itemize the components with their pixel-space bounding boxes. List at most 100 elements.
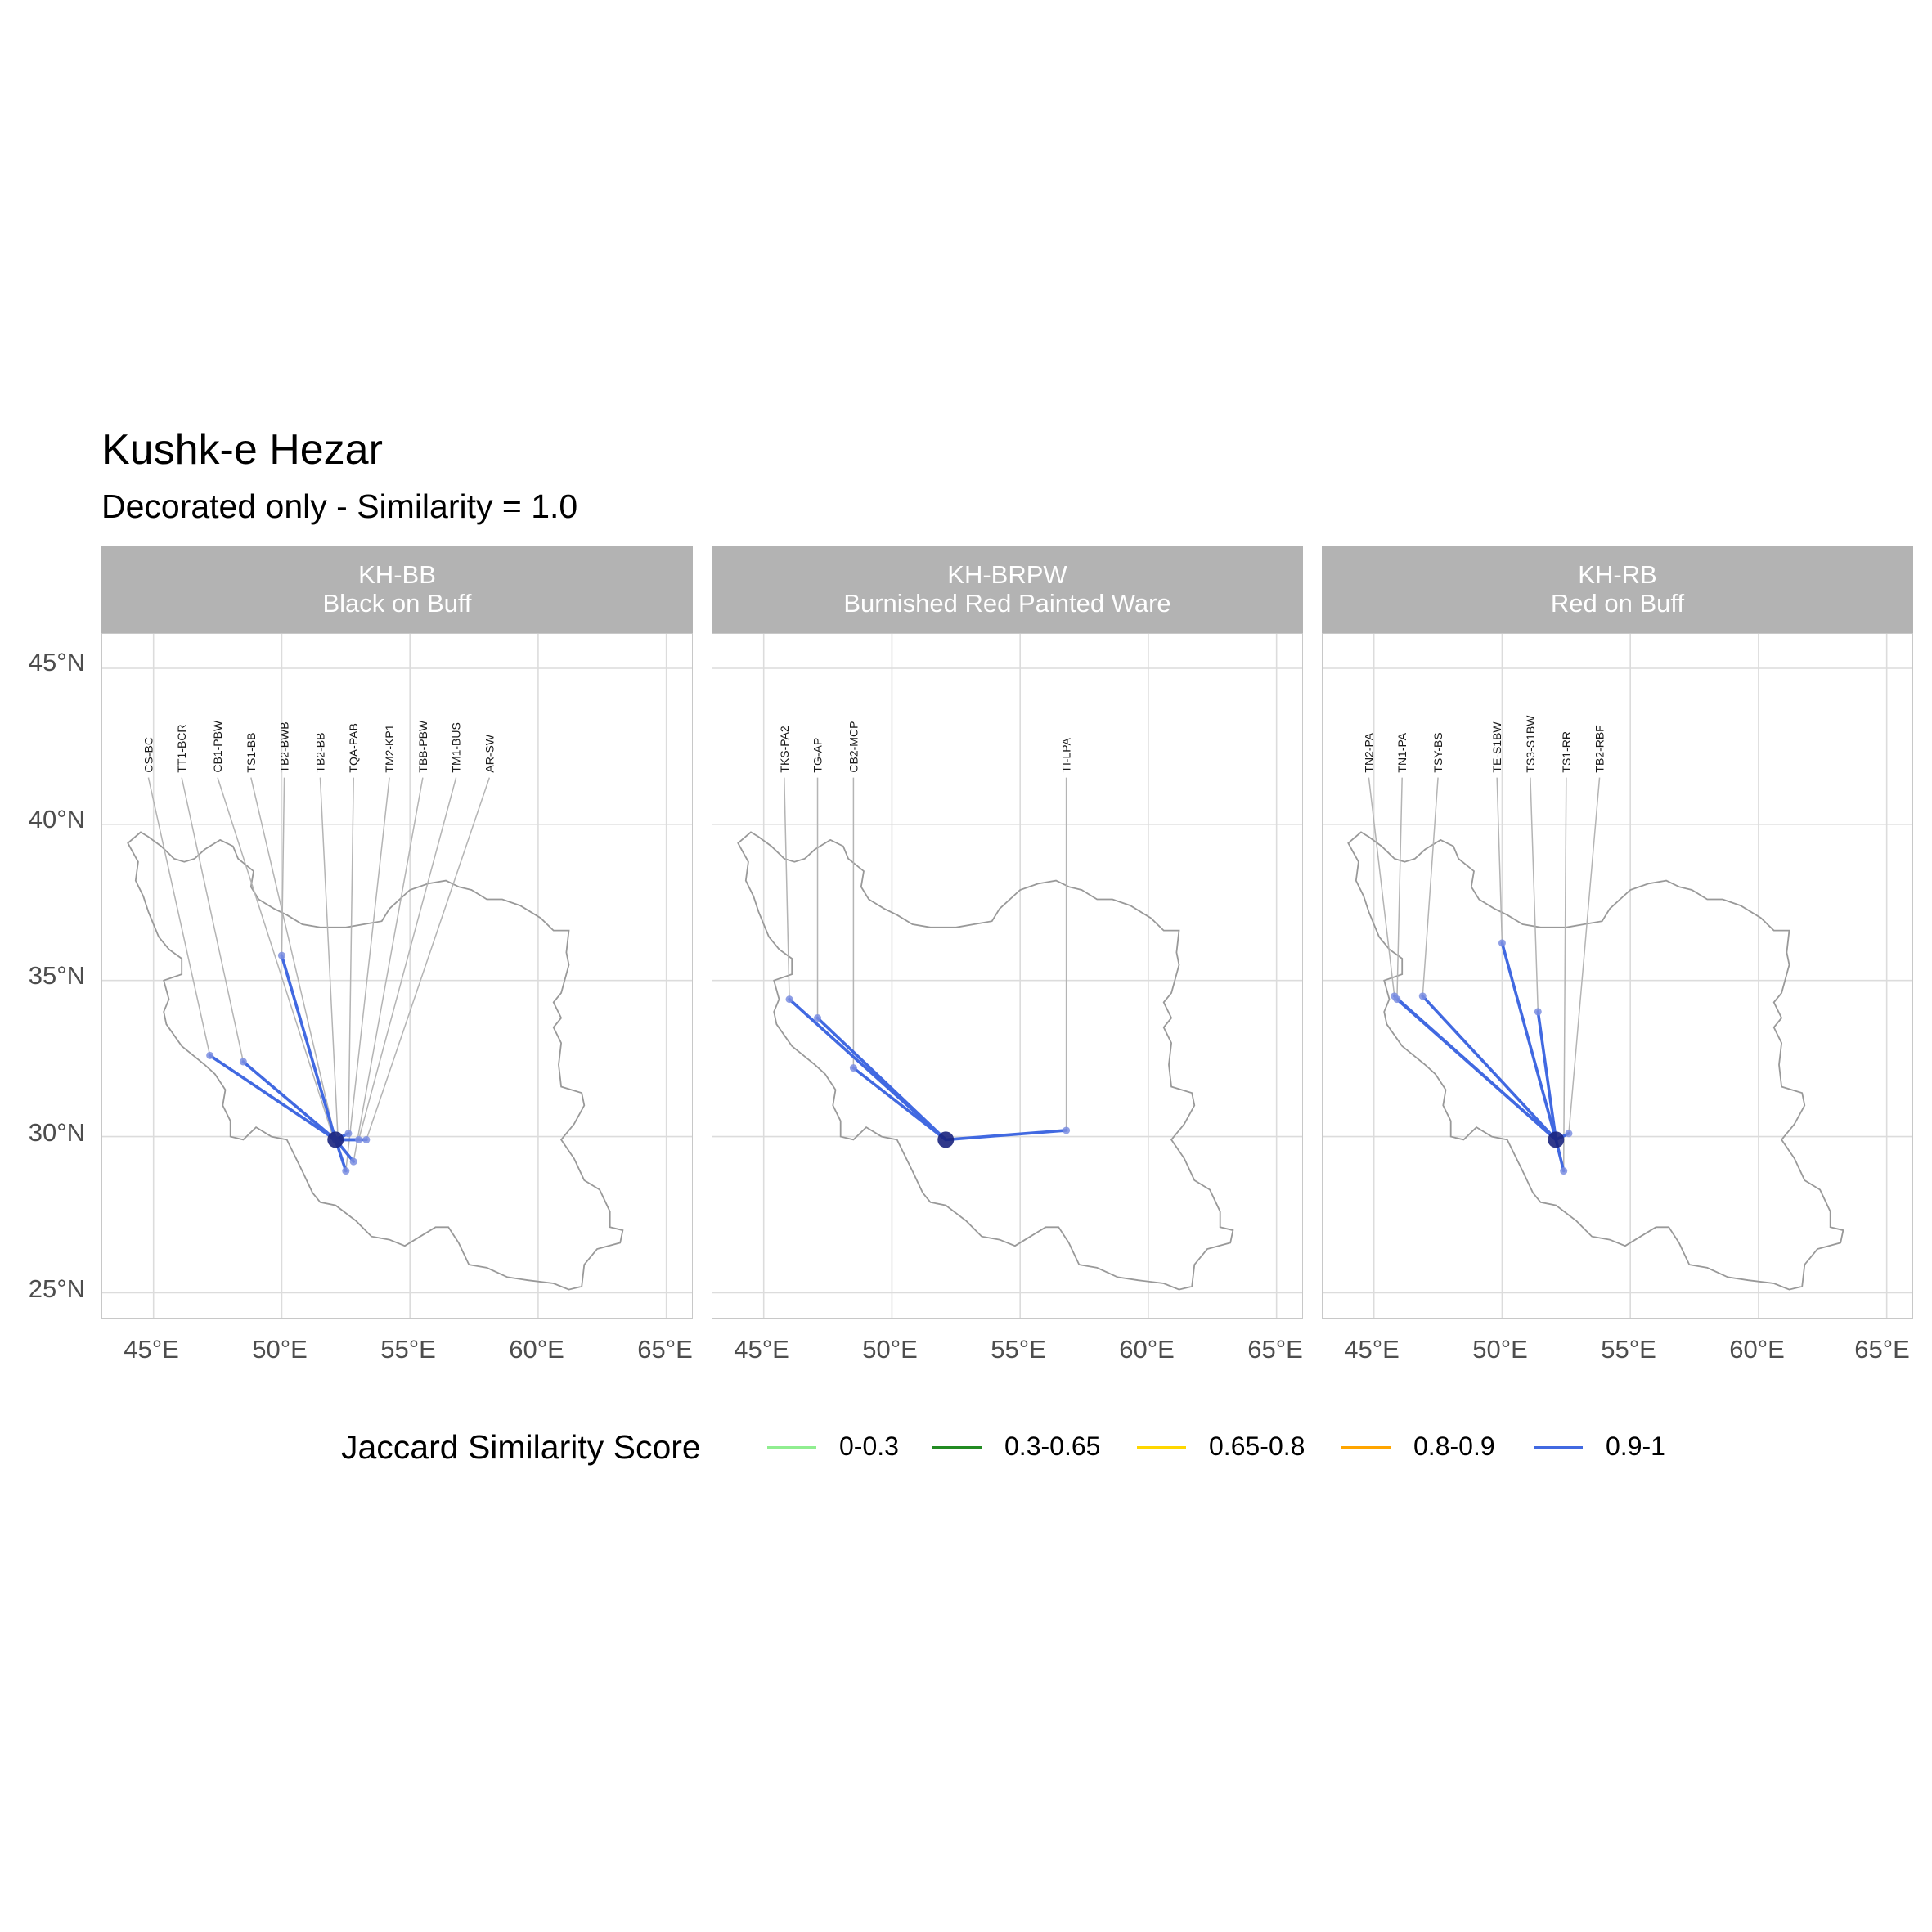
site-label: TS1-RR (1560, 731, 1573, 773)
site-point (349, 1157, 357, 1166)
site-point (1418, 992, 1427, 1000)
site-point (1565, 1130, 1573, 1138)
site-point (1534, 1008, 1542, 1016)
map-svg: TKS-PA2 TG-AP CB2-MCP TI-LPA (712, 634, 1302, 1318)
legend-label: 0.9-1 (1606, 1431, 1665, 1461)
similarity-line (280, 954, 338, 1142)
x-tick-label: 45°E (124, 1335, 179, 1364)
legend-key (1341, 1446, 1391, 1449)
gridlines (1323, 634, 1912, 1318)
similarity-line (1500, 941, 1558, 1142)
page-title: Kushk-e Hezar (101, 426, 383, 474)
site-label: CB2-MCP (847, 721, 860, 773)
site-label: TE-S1BW (1490, 721, 1503, 773)
site-point (354, 1135, 362, 1143)
country-outline (737, 831, 1234, 1291)
map-plot-area: TN2-PA TN1-PA TSY-BS TE-S1BW TS3-S1BW TS1-RR T… (1322, 633, 1913, 1319)
site-point (849, 1064, 857, 1072)
site-point (814, 1014, 822, 1022)
label-leader-line (784, 777, 790, 1000)
site-label: TB2-BWB (278, 721, 291, 772)
label-leader-line (366, 777, 491, 1140)
site-label: TN2-PA (1362, 732, 1375, 772)
similarity-line (241, 1060, 338, 1142)
label-leader-line (319, 777, 339, 1143)
site-label: TSY-BS (1431, 732, 1445, 772)
x-tick-label: 65°E (1854, 1335, 1910, 1364)
facet-strip: KH-RB Red on Buff (1322, 546, 1913, 633)
legend: Jaccard Similarity Score 0-0.3 0.3-0.65 … (0, 1423, 1932, 1472)
site-label: TBB-PBW (416, 720, 429, 773)
label-leader-line (348, 777, 354, 1134)
x-tick-label: 50°E (862, 1335, 918, 1364)
site-point (239, 1058, 247, 1066)
facet-strip: KH-BB Black on Buff (101, 546, 693, 633)
x-tick-label: 65°E (1247, 1335, 1303, 1364)
x-tick-label: 50°E (1472, 1335, 1528, 1364)
map-svg: TN2-PA TN1-PA TSY-BS TE-S1BW TS3-S1BW TS1-RR T… (1323, 634, 1912, 1318)
site-label: AR-SW (483, 734, 496, 772)
label-leader-line (281, 777, 285, 956)
site-label: TI-LPA (1060, 737, 1073, 772)
facet-code: KH-BB (358, 560, 436, 589)
y-tick-label: 40°N (28, 805, 85, 833)
origin-site-point (937, 1131, 955, 1148)
map-svg: CS-BC TT1-BCR CB1-PBW TS1-BB TB2-BWB TB2-BB TQ… (102, 634, 692, 1318)
label-leader-line (1396, 777, 1403, 1000)
legend-key (1137, 1446, 1186, 1449)
site-label: TKS-PA2 (778, 726, 791, 773)
facet-ware-name: Burnished Red Painted Ware (843, 589, 1171, 618)
x-tick-label: 60°E (1729, 1335, 1785, 1364)
facet-code: KH-RB (1578, 560, 1657, 589)
facet-ware-name: Red on Buff (1550, 589, 1685, 618)
label-leader-line (217, 777, 334, 1137)
label-leader-line (181, 777, 245, 1063)
facet-ware-name: Black on Buff (322, 589, 472, 618)
similarity-line (1421, 995, 1558, 1142)
legend-label: 0-0.3 (839, 1431, 899, 1461)
country-outline (1347, 831, 1844, 1291)
site-label: TB2-BB (314, 733, 327, 773)
label-leader-line (250, 777, 336, 1140)
legend-label: 0.8-0.9 (1413, 1431, 1495, 1461)
similarity-line (851, 1066, 948, 1142)
label-leader-line (353, 777, 424, 1162)
similarity-line (208, 1054, 338, 1142)
x-tick-label: 65°E (637, 1335, 693, 1364)
site-point (342, 1167, 350, 1175)
legend-label: 0.3-0.65 (1004, 1431, 1101, 1461)
legend-title: Jaccard Similarity Score (341, 1428, 701, 1466)
site-label: TN1-PA (1395, 732, 1409, 772)
page-subtitle: Decorated only - Similarity = 1.0 (101, 487, 578, 525)
x-tick-label: 50°E (252, 1335, 308, 1364)
gridlines (712, 634, 1302, 1318)
x-tick-label: 60°E (1119, 1335, 1175, 1364)
similarity-line (815, 1016, 948, 1142)
map-plot-area: TKS-PA2 TG-AP CB2-MCP TI-LPA (712, 633, 1303, 1319)
label-leader-line (1530, 777, 1539, 1012)
x-tick-label: 55°E (1601, 1335, 1656, 1364)
site-label: TM1-BUS (450, 722, 463, 772)
site-label: CS-BC (142, 737, 155, 773)
facet-strip: KH-BRPW Burnished Red Painted Ware (712, 546, 1303, 633)
x-tick-label: 55°E (380, 1335, 436, 1364)
gridlines (102, 634, 692, 1318)
legend-key (1534, 1446, 1583, 1449)
site-label: TT1-BCR (175, 724, 188, 772)
site-label: TS1-BB (245, 733, 258, 773)
site-point (362, 1135, 371, 1143)
facet-panel-kh-bb: KH-BB Black on Buff CS-BC TT1-BCR CB1-PBW T… (101, 546, 693, 1319)
site-point (1393, 995, 1401, 1004)
site-label: TQA-PAB (347, 723, 360, 772)
site-point (344, 1130, 353, 1138)
similarity-line (1395, 997, 1558, 1142)
site-label: TG-AP (811, 738, 824, 773)
legend-key (932, 1446, 982, 1449)
site-point (277, 951, 285, 959)
site-label: TM2-KP1 (383, 724, 396, 772)
facet-panel-kh-brpw: KH-BRPW Burnished Red Painted Ware TKS-P… (712, 546, 1303, 1319)
label-leader-line (357, 777, 457, 1140)
similarity-line (944, 1129, 1068, 1142)
legend-label: 0.65-0.8 (1209, 1431, 1305, 1461)
